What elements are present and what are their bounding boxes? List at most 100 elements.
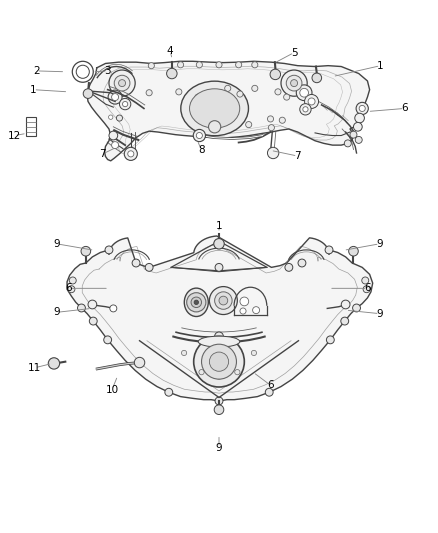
Circle shape: [194, 336, 244, 387]
Circle shape: [120, 99, 131, 110]
Circle shape: [196, 133, 202, 139]
Circle shape: [349, 246, 358, 256]
Circle shape: [78, 304, 85, 312]
Circle shape: [303, 107, 308, 112]
Text: 3: 3: [104, 66, 111, 76]
Bar: [26, 117, 35, 136]
Circle shape: [214, 405, 224, 415]
Circle shape: [117, 115, 123, 121]
Circle shape: [355, 136, 362, 143]
Circle shape: [209, 287, 237, 314]
Circle shape: [270, 69, 281, 79]
Circle shape: [215, 397, 223, 405]
Circle shape: [166, 68, 177, 79]
Circle shape: [148, 62, 154, 69]
Circle shape: [76, 65, 89, 78]
Circle shape: [253, 306, 260, 313]
Circle shape: [124, 147, 138, 160]
Text: 10: 10: [106, 385, 119, 394]
Ellipse shape: [190, 89, 240, 128]
Circle shape: [134, 357, 145, 368]
Text: 6: 6: [65, 284, 72, 293]
Circle shape: [48, 358, 60, 369]
Text: 2: 2: [33, 66, 40, 76]
Circle shape: [240, 297, 249, 306]
Circle shape: [68, 286, 75, 293]
Circle shape: [88, 300, 97, 309]
Text: 4: 4: [167, 46, 173, 56]
Text: 6: 6: [267, 380, 274, 390]
Text: 9: 9: [53, 308, 60, 317]
Circle shape: [72, 61, 93, 82]
Circle shape: [296, 85, 312, 101]
Text: 9: 9: [376, 309, 383, 319]
Circle shape: [214, 239, 224, 249]
Circle shape: [341, 317, 349, 325]
Circle shape: [165, 389, 173, 396]
Circle shape: [353, 304, 360, 312]
Circle shape: [237, 91, 243, 97]
Circle shape: [359, 106, 365, 111]
Circle shape: [119, 79, 126, 87]
Text: 1: 1: [377, 61, 384, 71]
Text: 7: 7: [99, 149, 105, 159]
Circle shape: [112, 94, 119, 101]
Circle shape: [81, 246, 91, 256]
Circle shape: [353, 123, 362, 131]
Circle shape: [109, 70, 135, 96]
Circle shape: [281, 70, 307, 96]
Circle shape: [298, 259, 306, 267]
Circle shape: [105, 246, 113, 254]
Circle shape: [312, 73, 321, 83]
Circle shape: [191, 297, 201, 308]
Circle shape: [279, 117, 286, 123]
Text: 1: 1: [30, 85, 37, 95]
Circle shape: [110, 305, 117, 312]
Circle shape: [300, 103, 311, 115]
Circle shape: [193, 130, 205, 142]
Circle shape: [246, 122, 252, 128]
Text: 6: 6: [401, 103, 408, 114]
Circle shape: [290, 79, 297, 87]
Circle shape: [363, 286, 370, 293]
Circle shape: [181, 350, 187, 356]
Circle shape: [216, 374, 222, 379]
Circle shape: [325, 246, 333, 254]
Ellipse shape: [184, 288, 208, 317]
Circle shape: [252, 62, 258, 68]
Circle shape: [145, 263, 153, 271]
Ellipse shape: [181, 81, 248, 136]
Circle shape: [285, 263, 293, 271]
Circle shape: [114, 75, 130, 91]
Text: 9: 9: [215, 443, 223, 453]
Circle shape: [225, 85, 231, 92]
Circle shape: [112, 142, 119, 149]
Circle shape: [201, 344, 237, 379]
Circle shape: [341, 300, 350, 309]
Circle shape: [89, 317, 97, 325]
Circle shape: [196, 62, 202, 68]
Circle shape: [194, 300, 198, 304]
Circle shape: [216, 62, 222, 68]
Circle shape: [208, 120, 221, 133]
Circle shape: [300, 88, 308, 97]
Circle shape: [224, 118, 230, 125]
Circle shape: [219, 296, 228, 305]
Circle shape: [362, 277, 369, 284]
Circle shape: [146, 90, 152, 96]
Text: 12: 12: [8, 131, 21, 141]
Circle shape: [209, 352, 229, 372]
Circle shape: [275, 89, 281, 95]
Text: 6: 6: [364, 284, 371, 293]
Circle shape: [128, 151, 134, 157]
Circle shape: [235, 369, 240, 375]
Text: 1: 1: [215, 221, 223, 231]
Circle shape: [308, 98, 315, 105]
Circle shape: [104, 336, 112, 344]
Circle shape: [215, 263, 223, 271]
Text: 11: 11: [28, 363, 41, 373]
Circle shape: [284, 94, 290, 100]
Text: 8: 8: [198, 146, 205, 155]
Circle shape: [240, 308, 246, 314]
Text: 9: 9: [53, 239, 60, 249]
